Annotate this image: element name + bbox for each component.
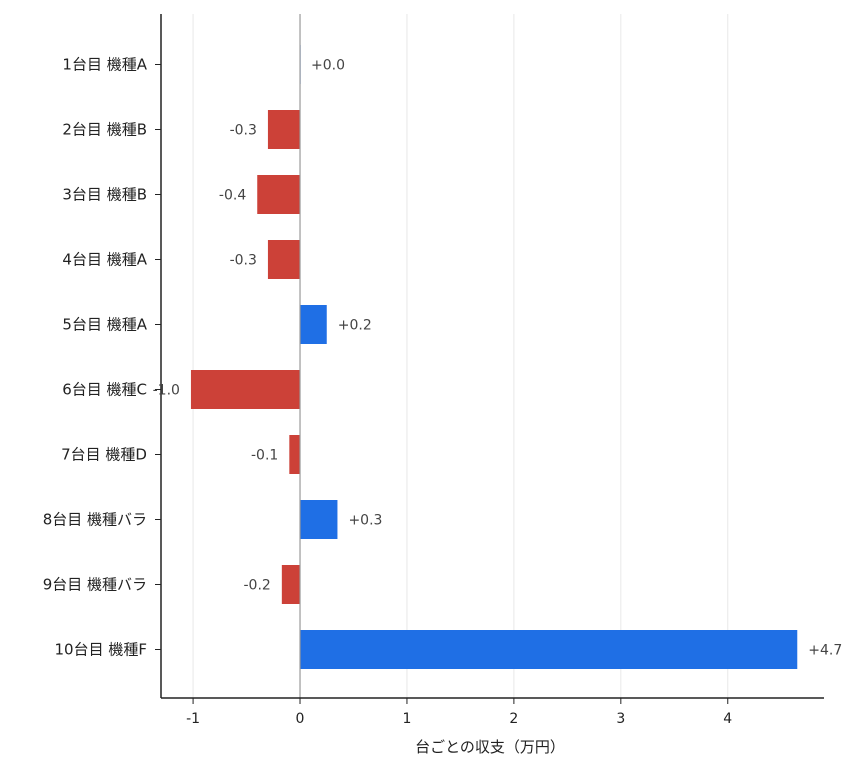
bar-value-label: +0.0 [311,58,345,74]
bar [267,240,301,279]
x-tick-label: -1 [186,711,200,727]
bar-value-label: -0.1 [251,448,278,464]
bar [190,370,301,409]
bar [300,630,798,669]
bars [190,45,798,669]
bar [300,305,327,344]
bar [289,435,301,474]
bar-value-label: -0.3 [230,253,257,269]
labels: +0.0 1台目 機種A -0.3 2台目 機種B -0.4 3台目 機種B -0.3 4台目… [43,56,843,728]
category-label: 2台目 機種B [62,121,147,139]
bar-value-label: -0.3 [230,123,257,139]
category-label: 8台目 機種バラ [43,511,147,529]
bar [257,175,301,214]
x-axis-title: 台ごとの収支（万円） [415,738,565,756]
category-label: 5台目 機種A [62,316,147,334]
category-label: 9台目 機種バラ [43,576,147,594]
category-label: 3台目 機種B [62,186,147,204]
bar-value-label: -0.4 [219,188,246,204]
bar-value-label: -0.2 [244,578,271,594]
category-label: 7台目 機種D [61,446,147,464]
category-label: 10台目 機種F [55,641,147,659]
category-label: 6台目 機種C [62,381,147,399]
bar [281,565,301,604]
category-label: 4台目 機種A [62,251,147,269]
grid-lines [192,14,729,698]
bar-value-label: +0.3 [348,513,382,529]
bar-value-label: +4.7 [808,643,842,659]
bar [267,110,301,149]
x-tick-label: 4 [723,711,732,727]
category-label: 1台目 機種A [62,56,147,74]
x-tick-label: 1 [402,711,411,727]
x-tick-label: 3 [616,711,625,727]
bar-value-label: +0.2 [338,318,372,334]
x-tick-label: 0 [296,711,305,727]
bar-value-label: -1.0 [153,383,180,399]
x-tick-label: 2 [509,711,518,727]
axes [155,14,824,704]
bar [300,500,338,539]
